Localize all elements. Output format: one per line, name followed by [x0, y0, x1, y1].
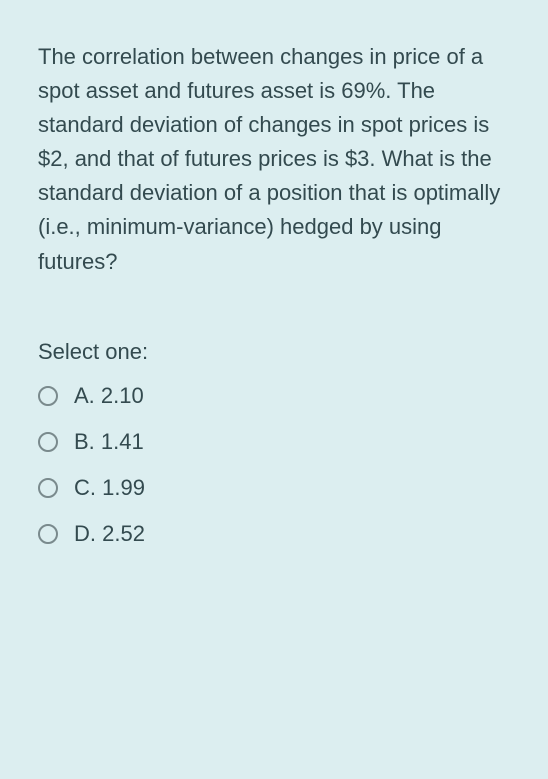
select-one-label: Select one: — [38, 339, 510, 365]
radio-icon — [38, 478, 58, 498]
option-d[interactable]: D. 2.52 — [38, 521, 510, 547]
radio-icon — [38, 432, 58, 452]
option-label: B. 1.41 — [74, 429, 144, 455]
option-a[interactable]: A. 2.10 — [38, 383, 510, 409]
option-c[interactable]: C. 1.99 — [38, 475, 510, 501]
question-text: The correlation between changes in price… — [38, 40, 510, 279]
radio-icon — [38, 524, 58, 544]
option-label: C. 1.99 — [74, 475, 145, 501]
radio-icon — [38, 386, 58, 406]
option-b[interactable]: B. 1.41 — [38, 429, 510, 455]
option-label: D. 2.52 — [74, 521, 145, 547]
option-label: A. 2.10 — [74, 383, 144, 409]
